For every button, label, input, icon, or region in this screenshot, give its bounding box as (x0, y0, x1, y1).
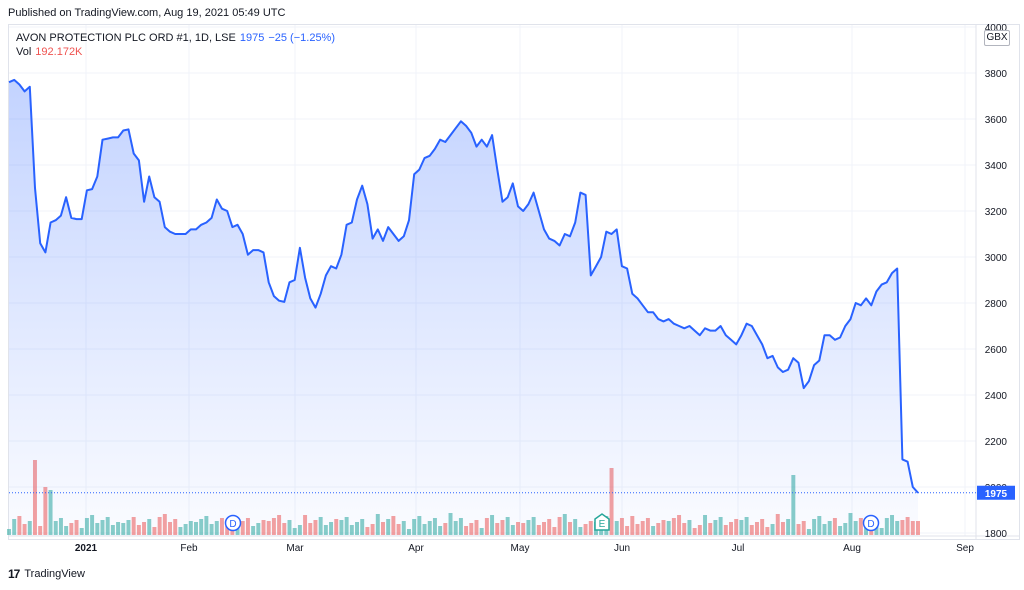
y-tick-label: 3200 (985, 207, 1008, 218)
price-line (8, 78, 919, 494)
marker-label: D (867, 519, 874, 530)
volume-value: 192.172K (35, 46, 83, 58)
legend-line: AVON PROTECTION PLC ORD #1, 1D, LSE 1975−… (16, 31, 335, 45)
earnings-marker-shape (594, 513, 610, 531)
dividend-marker[interactable]: D (224, 514, 242, 532)
price-change: −25 (−1.25%) (268, 32, 335, 44)
y-tick-label: 2200 (985, 437, 1008, 448)
y-tick-label: 1800 (985, 529, 1008, 540)
y-tick-label: 3400 (985, 161, 1008, 172)
x-tick-label: Sep (956, 543, 974, 554)
price-area-fill (9, 79, 918, 537)
last-price-tag: 1975 (977, 485, 1015, 500)
x-tick-label: Mar (286, 543, 304, 554)
x-tick-label: Aug (843, 543, 861, 554)
tradingview-brand: TradingView (24, 568, 85, 580)
tradingview-logo[interactable]: 17 TradingView (8, 567, 85, 581)
y-tick-label: 2400 (985, 391, 1008, 402)
dividend-marker-shape (862, 514, 880, 532)
x-tick-label: Jun (614, 543, 630, 554)
y-tick-label: 2800 (985, 299, 1008, 310)
x-tick-label: Jul (732, 543, 745, 554)
last-price-tag-label: 1975 (985, 489, 1008, 500)
y-tick-label: 3600 (985, 115, 1008, 126)
last-price-tag-bg (977, 485, 1015, 500)
x-tick-label: Apr (408, 543, 424, 554)
x-tick-label: 2021 (75, 543, 98, 554)
last-price: 1975 (239, 32, 265, 44)
volume-legend: Vol 192.172K (16, 45, 82, 59)
marker-label: E (599, 519, 606, 530)
currency-button[interactable]: GBX (984, 30, 1010, 46)
marker-label: D (229, 519, 236, 530)
symbol-label: AVON PROTECTION PLC ORD #1, 1D, LSE (16, 32, 236, 44)
y-tick-label: 4000 (985, 23, 1008, 34)
volume-label: Vol (16, 46, 32, 58)
tradingview-logo-icon: 17 (8, 567, 20, 581)
x-tick-label: Feb (180, 543, 198, 554)
earnings-marker[interactable]: E (594, 513, 610, 531)
y-tick-label: 3000 (985, 253, 1008, 264)
y-tick-label: 2600 (985, 345, 1008, 356)
y-tick-label: 3800 (985, 69, 1008, 80)
chart-frame[interactable] (8, 24, 1020, 540)
dividend-marker[interactable]: D (862, 514, 880, 532)
x-tick-label: May (511, 543, 530, 554)
published-caption: Published on TradingView.com, Aug 19, 20… (8, 7, 286, 19)
dividend-marker-shape (224, 514, 242, 532)
